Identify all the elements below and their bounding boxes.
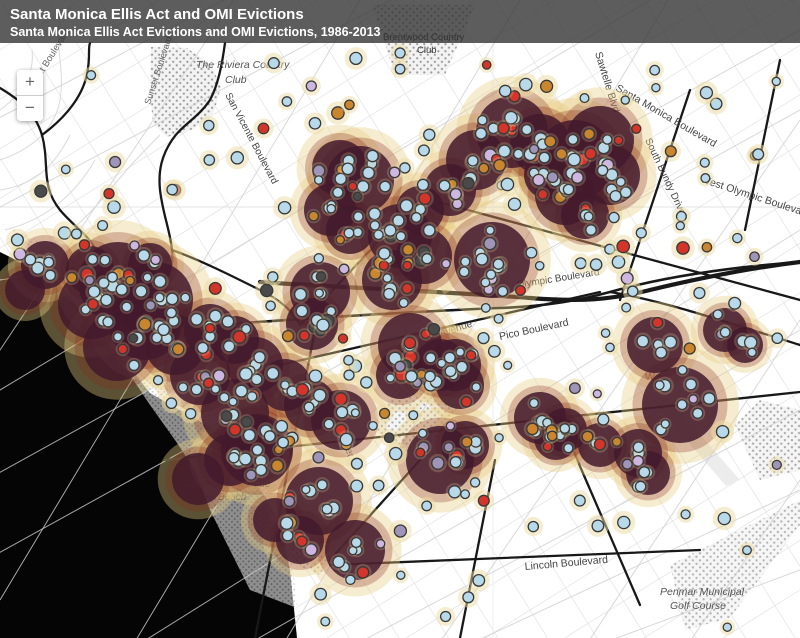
svg-text:Club: Club [417,45,437,56]
svg-text:Club: Club [225,74,247,86]
svg-text:Penmar Municipal: Penmar Municipal [660,586,745,598]
svg-text:Golf Course: Golf Course [670,600,726,612]
